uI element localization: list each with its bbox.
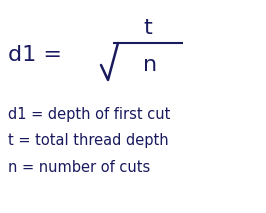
Text: n: n [143, 55, 157, 75]
Text: d1 = depth of first cut: d1 = depth of first cut [8, 108, 171, 122]
Text: t = total thread depth: t = total thread depth [8, 134, 169, 148]
Text: d1 =: d1 = [8, 45, 62, 65]
Text: n = number of cuts: n = number of cuts [8, 160, 150, 174]
Text: t: t [144, 18, 152, 38]
